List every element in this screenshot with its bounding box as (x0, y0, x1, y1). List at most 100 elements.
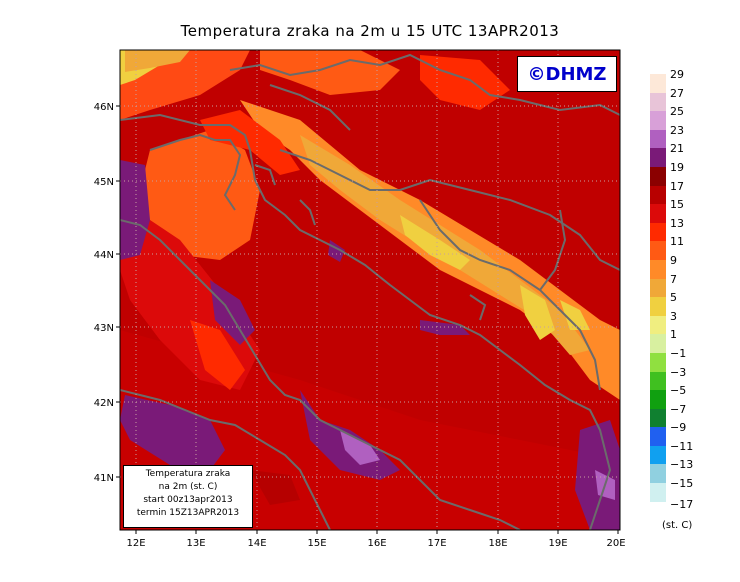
legend-label: 29 (670, 68, 684, 81)
legend-row: −11 (650, 440, 710, 465)
lat-label: 44N (94, 250, 114, 261)
legend-label: 25 (670, 105, 684, 119)
legend-row: 3 (650, 310, 710, 335)
legend-swatch (650, 111, 666, 130)
legend-swatch (650, 241, 666, 260)
legend-swatch (650, 371, 666, 391)
legend-row: −1 (650, 347, 710, 372)
lon-label: 13E (186, 538, 205, 549)
legend-swatch (650, 427, 666, 446)
legend-row: −5 (650, 384, 710, 409)
legend-swatch (650, 278, 666, 298)
legend-swatch (650, 334, 666, 353)
legend-label: −9 (670, 421, 687, 435)
lon-label: 15E (307, 538, 326, 549)
legend-label: 1 (670, 328, 677, 342)
legend-label: −5 (670, 384, 687, 398)
legend-label: 15 (670, 198, 684, 212)
legend-label: 5 (670, 291, 677, 305)
lon-label: 14E (247, 538, 266, 549)
map-field (120, 50, 620, 530)
lon-label: 20E (606, 538, 625, 549)
legend-row: 13 (650, 217, 710, 242)
dhmz-logo: ©DHMZ (517, 56, 617, 92)
legend-label: 3 (670, 309, 677, 323)
graticule (120, 50, 620, 530)
legend-row: 29 (650, 68, 710, 93)
legend-row: 9 (650, 254, 710, 279)
legend-label: −3 (670, 365, 687, 379)
legend-swatch (650, 185, 666, 205)
legend-label: −7 (670, 402, 687, 416)
lat-label: 46N (94, 102, 114, 113)
legend-label: 11 (670, 235, 684, 249)
legend-row: 19 (650, 161, 710, 186)
legend-label: 17 (670, 179, 684, 193)
legend-swatch (650, 483, 666, 502)
legend-unit: (st. C) (662, 520, 693, 531)
legend-label: 23 (670, 123, 684, 137)
lon-label: 18E (488, 538, 507, 549)
legend-swatch (650, 222, 666, 242)
legend-row: 5 (650, 291, 710, 316)
info-line: termin 15Z13APR2013 (136, 508, 240, 518)
map-title: Temperatura zraka na 2m u 15 UTC 13APR20… (180, 22, 560, 40)
legend-label: −15 (670, 477, 694, 491)
legend-label: 19 (670, 160, 684, 174)
lat-label: 45N (94, 177, 114, 188)
color-legend: 29 27 25 23 21 19 17 15 13 11 9 7 5 3 1 −1 −3 −5 −7 −9 −11 −1… (650, 68, 710, 502)
legend-swatch (650, 129, 666, 149)
plot-frame (119, 49, 621, 531)
legend-row: 7 (650, 273, 710, 298)
lon-label: 17E (427, 538, 446, 549)
info-line: Temperatura zraka (145, 469, 231, 479)
lon-label: 12E (126, 538, 145, 549)
legend-row: −13 (650, 458, 710, 484)
legend-row: 1 (650, 328, 710, 353)
legend-row: 17 (650, 180, 710, 205)
legend-swatch (650, 148, 666, 167)
legend-swatch (650, 390, 666, 409)
legend-label: −1 (670, 346, 687, 360)
y-ticks (116, 105, 120, 478)
legend-swatch (650, 464, 666, 484)
legend-row: 15 (650, 198, 710, 223)
info-line: start 00z13apr2013 (143, 495, 233, 505)
legend-row: 27 (650, 87, 710, 112)
lon-label: 16E (367, 538, 386, 549)
legend-swatch (650, 445, 666, 465)
legend-swatch (650, 166, 666, 186)
legend-row: −9 (650, 421, 710, 446)
legend-row: 21 (650, 142, 710, 167)
legend-label: −17 (670, 498, 694, 511)
legend-row: 25 (650, 105, 710, 130)
info-box: Temperatura zraka na 2m (st. C) start 00… (123, 465, 253, 528)
legend-swatch (650, 297, 666, 316)
legend-swatch (650, 352, 666, 372)
lat-label: 41N (94, 473, 114, 484)
legend-row: 23 (650, 124, 710, 149)
x-ticks (135, 530, 619, 534)
legend-row: 11 (650, 235, 710, 260)
legend-label: 9 (670, 253, 677, 267)
legend-swatch (650, 408, 666, 428)
legend-swatch (650, 74, 666, 93)
lon-label: 19E (548, 538, 567, 549)
legend-row: −7 (650, 403, 710, 428)
legend-label: 7 (670, 272, 677, 286)
legend-label: −13 (670, 458, 694, 472)
lat-label: 43N (94, 323, 114, 334)
legend-row: −3 (650, 366, 710, 391)
coastlines (120, 53, 620, 530)
lat-label: 42N (94, 398, 114, 409)
info-line: na 2m (st. C) (158, 482, 218, 492)
legend-swatch (650, 259, 666, 279)
legend-swatch (650, 315, 666, 335)
legend-swatch (650, 92, 666, 112)
legend-label: 13 (670, 216, 684, 230)
legend-label: 21 (670, 142, 684, 156)
legend-swatch (650, 204, 666, 223)
legend-label: 27 (670, 86, 684, 100)
legend-label: −11 (670, 439, 694, 453)
